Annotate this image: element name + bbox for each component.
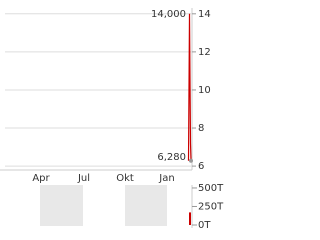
price-line (187, 13, 192, 161)
high-label: 14,000 (151, 9, 186, 20)
shade-band (40, 185, 83, 226)
y-tick-label: 10 (198, 85, 211, 96)
x-tick-label: Jul (77, 173, 90, 184)
volume-bar (189, 212, 191, 225)
x-tick-label: Jan (158, 173, 174, 184)
y-tick-label: 0T (198, 220, 211, 231)
x-tick-label: Apr (32, 173, 50, 184)
x-tick-label: Okt (116, 173, 134, 184)
chart: 6 8 10 12 14 Apr Jul Okt Jan 14,000 6,280 0T 250T 500… (0, 8, 224, 231)
low-label: 6,280 (157, 152, 186, 163)
shade-band (125, 185, 167, 226)
y-tick-label: 14 (198, 9, 211, 20)
y-tick-label: 6 (198, 161, 204, 172)
y-tick-label: 8 (198, 123, 204, 134)
last-point (189, 158, 193, 163)
y-tick-label: 12 (198, 47, 211, 58)
y-tick-label: 500T (198, 183, 224, 194)
y-tick-label: 250T (198, 201, 224, 212)
